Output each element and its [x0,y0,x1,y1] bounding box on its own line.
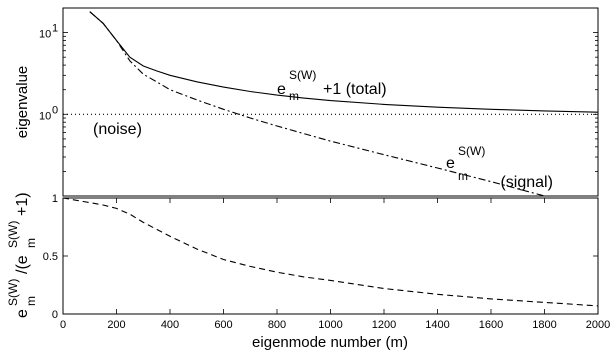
top-y-tick-label-base: 10 [39,110,51,122]
top-plot-frame [62,7,599,197]
x-tick-label: 800 [268,319,286,331]
series-line-signal [89,11,547,196]
annotation-total-rest: +1 (total) [323,81,387,98]
bottom-y-tick-label: 0 [52,309,58,321]
bottom-ylabel-mid: /(e [14,255,31,274]
x-tick-label: 1000 [318,319,342,331]
annotation-signal-sub: m [458,169,468,183]
annotation-signal-rest: (signal) [496,174,553,191]
bottom-ylabel-sub: m [24,296,38,306]
annotation-total-sub: m [289,89,299,103]
x-tick-label: 1400 [425,319,449,331]
series-line-total [89,11,598,113]
bottom-ylabel-sup2: S(W) [6,221,20,248]
x-tick-label: 1800 [532,319,556,331]
annotation-signal-base: e [446,155,455,172]
top-y-tick-label-exp: 1 [52,23,58,35]
bottom-ylabel-base: e [14,309,31,318]
x-tick-label: 2000 [586,319,610,331]
bottom-y-ticks: 00.51 [43,193,598,321]
annotation-signal-sup: S(W) [458,144,485,158]
annotation-total-sup: S(W) [289,68,316,82]
bottom-y-tick-label: 1 [52,193,58,205]
x-tick-label: 600 [214,319,232,331]
x-tick-label: 200 [107,319,125,331]
x-tick-label: 400 [161,319,179,331]
annotation-signal: e S(W) m (signal) [446,144,553,191]
top-series-group [63,11,598,196]
x-tick-label: 0 [60,319,66,331]
bottom-panel: 00.51 0 200 400 600 800 1000 1200 1400 1600 1800 2… [6,192,610,351]
x-tick-label: 1200 [372,319,396,331]
bottom-plot-frame [62,197,599,315]
bottom-y-axis-label: e m S(W) /(e m S(W) +1) [6,192,38,318]
top-y-tick-label-base: 10 [39,29,51,41]
annotation-noise: (noise) [93,121,142,138]
annotation-total: e S(W) m +1 (total) [277,68,387,103]
x-tick-label: 1600 [479,319,503,331]
top-y-axis-label: eigenvalue [14,66,31,139]
bottom-ylabel-end: +1) [14,192,31,216]
bottom-series-group [62,197,599,307]
x-axis-label: eigenmode number (m) [252,334,408,351]
bottom-y-tick-label: 0.5 [43,251,58,263]
bottom-ylabel-sub2: m [24,238,38,248]
top-y-tick-label-exp: 0 [52,104,58,116]
bottom-x-ticks: 0 200 400 600 800 1000 1200 1400 1600 1800 2000 [60,198,610,331]
annotation-total-base: e [277,81,286,98]
bottom-ylabel-sup: S(W) [6,279,20,306]
series-line-ratio [62,197,599,307]
